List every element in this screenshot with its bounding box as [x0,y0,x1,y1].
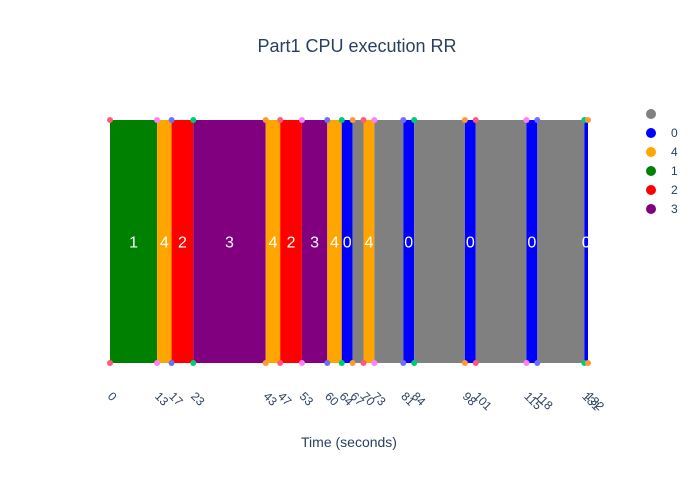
boundary-marker [154,117,161,123]
boundary-marker [190,117,197,123]
boundary-marker [400,117,407,123]
boundary-marker [523,117,530,123]
boundary-marker [168,360,175,366]
boundary-marker [107,117,113,123]
segment-4-10[interactable] [363,120,375,363]
boundary-marker [298,117,305,123]
x-axis-title: Time (seconds) [301,434,397,450]
legend-label-3[interactable]: 3 [671,202,678,216]
segment-idle-15[interactable] [475,120,527,363]
x-tick-label: 0 [105,389,120,404]
boundary-marker [371,360,378,366]
boundary-marker [360,360,367,366]
boundary-marker [534,360,541,366]
segment-idle-17[interactable] [537,120,585,363]
boundary-marker [349,360,356,366]
legend-marker-2[interactable] [646,185,656,195]
boundary-marker [461,360,468,366]
x-tick-label: 47 [275,389,295,409]
legend-marker-3[interactable] [646,204,656,214]
segment-label: 3 [225,235,234,252]
boundary-marker [523,360,530,366]
boundary-marker [168,117,175,123]
boundary-marker [298,360,305,366]
segment-idle-11[interactable] [374,120,404,363]
boundary-marker [472,117,479,123]
segment-0-14[interactable] [464,120,476,363]
segment-label: 0 [343,235,352,252]
legend-label-1[interactable]: 1 [671,164,678,178]
segment-4-1[interactable] [157,120,172,363]
boundary-marker [472,360,479,366]
legend-label-2[interactable]: 2 [671,183,678,197]
x-tick-label: 17 [166,389,186,409]
boundary-marker [411,360,418,366]
legend-marker-idle[interactable] [646,109,656,119]
boundary-marker [461,117,468,123]
boundary-marker [585,360,591,366]
chart-title: Part1 CPU execution RR [257,36,456,56]
boundary-marker [190,360,197,366]
legend-marker-1[interactable] [646,166,656,176]
segment-label: 3 [310,235,319,252]
segment-label: 1 [129,235,138,252]
boundary-marker [400,360,407,366]
segment-0-8[interactable] [341,120,353,363]
segment-label: 0 [404,235,413,252]
chart-segments [110,120,588,363]
segment-4-7[interactable] [327,120,342,363]
segment-3-3[interactable] [193,120,266,363]
segment-idle-9[interactable] [352,120,364,363]
boundary-marker [277,117,284,123]
boundary-markers [107,117,591,366]
boundary-marker [411,117,418,123]
segment-idle-13[interactable] [414,120,465,363]
boundary-marker [107,360,113,366]
boundary-marker [534,117,541,123]
boundary-marker [324,117,331,123]
boundary-marker [349,117,356,123]
legend-marker-0[interactable] [646,128,656,138]
boundary-marker [360,117,367,123]
legend-marker-4[interactable] [646,147,656,157]
legend[interactable]: 0 4 1 2 3 [646,109,678,216]
segment-0-18[interactable] [584,120,588,363]
segment-label: 0 [527,235,536,252]
segment-label: 2 [178,235,187,252]
boundary-marker [338,117,345,123]
segment-label: 0 [466,235,475,252]
segment-2-2[interactable] [171,120,194,363]
segment-2-5[interactable] [280,120,302,363]
segment-label: 4 [364,235,373,252]
segment-4-4[interactable] [265,120,281,363]
boundary-marker [277,360,284,366]
legend-label-4[interactable]: 4 [671,145,678,159]
boundary-marker [585,117,591,123]
segment-0-16[interactable] [526,120,538,363]
boundary-marker [262,117,269,123]
boundary-marker [338,360,345,366]
segment-label: 4 [330,235,339,252]
segment-label: 2 [287,235,296,252]
x-tick-label: 53 [297,389,317,409]
x-tick-label: 23 [188,389,208,409]
segment-0-12[interactable] [403,120,415,363]
segment-label: 0 [582,235,591,252]
boundary-marker [371,117,378,123]
segment-label: 4 [160,235,169,252]
legend-label-0[interactable]: 0 [671,126,678,140]
segment-1-0[interactable] [110,120,158,363]
boundary-marker [154,360,161,366]
boundary-marker [324,360,331,366]
segment-3-6[interactable] [301,120,328,363]
boundary-marker [262,360,269,366]
segment-label: 4 [269,235,278,252]
